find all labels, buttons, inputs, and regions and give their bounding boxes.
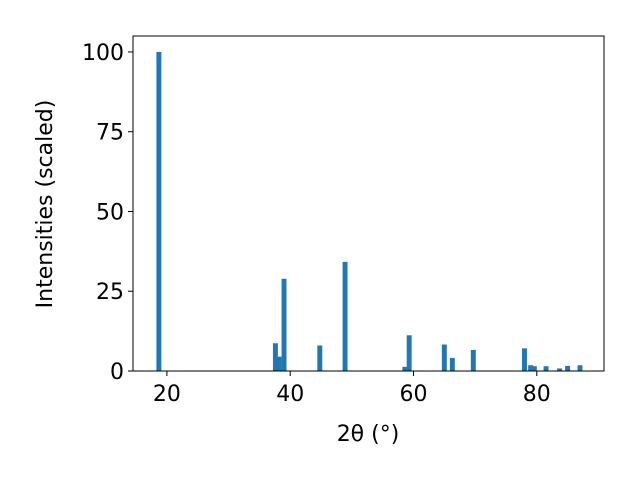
bar (522, 348, 527, 371)
bar (543, 366, 549, 371)
x-tick-label: 80 (523, 382, 551, 407)
y-tick-label: 100 (82, 41, 124, 66)
bar (470, 349, 476, 371)
bar (317, 345, 323, 371)
bar (565, 365, 571, 371)
x-axis-label: 2θ (°) (337, 422, 400, 447)
bar (449, 357, 455, 371)
bar (577, 365, 583, 371)
bar (156, 51, 162, 371)
bar (276, 356, 282, 371)
x-tick-label: 20 (153, 382, 181, 407)
y-tick-label: 50 (96, 200, 124, 225)
bar (531, 366, 537, 371)
plot-frame (132, 35, 605, 372)
y-tick-label: 75 (96, 121, 124, 146)
bar (281, 278, 287, 371)
bar (441, 344, 447, 371)
bar (272, 343, 278, 371)
y-tick-label: 0 (110, 360, 124, 385)
bar (557, 368, 563, 371)
y-axis-label: Intensities (scaled) (33, 100, 58, 309)
bar (342, 261, 348, 371)
x-tick-label: 60 (400, 382, 428, 407)
bar (528, 365, 534, 371)
bar (402, 366, 408, 371)
x-tick-label: 40 (276, 382, 304, 407)
bar (406, 335, 412, 371)
y-tick-label: 25 (96, 280, 124, 305)
